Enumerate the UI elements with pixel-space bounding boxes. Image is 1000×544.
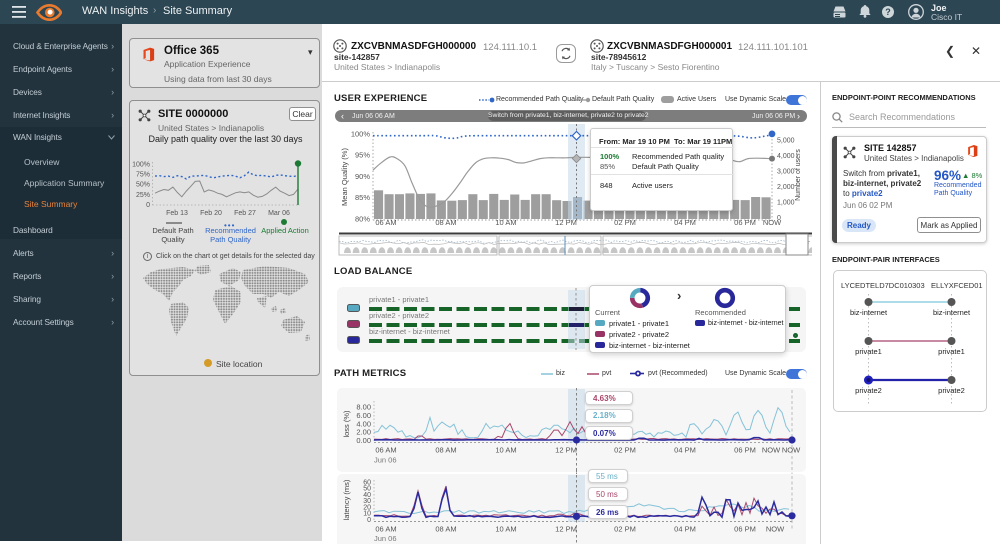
svg-text:12 PM: 12 PM	[555, 446, 577, 455]
svg-text:85%: 85%	[355, 193, 370, 202]
svg-text:04 PM: 04 PM	[674, 525, 696, 534]
svg-text:2,000: 2,000	[777, 184, 795, 191]
svg-text:Feb 27: Feb 27	[234, 210, 256, 217]
svg-text:40: 40	[363, 492, 371, 499]
svg-text:50%: 50%	[136, 182, 150, 189]
svg-text:100%: 100%	[132, 162, 150, 169]
svg-text:10 AM: 10 AM	[495, 446, 516, 455]
svg-text:ELLYXFCED01: ELLYXFCED01	[931, 281, 983, 290]
svg-text:NOW: NOW	[782, 446, 801, 455]
svg-text:5,000: 5,000	[777, 138, 795, 145]
svg-text:25%: 25%	[136, 192, 150, 199]
svg-text:60: 60	[363, 479, 371, 486]
svg-text:02 PM: 02 PM	[614, 446, 636, 455]
svg-text:0.00: 0.00	[356, 436, 371, 445]
svg-text:100%: 100%	[351, 130, 371, 139]
svg-text:private1: private1	[855, 347, 882, 356]
svg-text:private2: private2	[855, 386, 882, 395]
svg-text:biz-internet: biz-internet	[933, 308, 971, 317]
svg-text:Mar 06: Mar 06	[268, 210, 290, 217]
svg-text:06 PM: 06 PM	[734, 218, 756, 227]
svg-text:2.00: 2.00	[356, 428, 371, 437]
svg-text:20: 20	[363, 504, 371, 511]
svg-text:?: ?	[885, 7, 891, 17]
svg-text:loss (%): loss (%)	[342, 410, 351, 438]
svg-text:04 PM: 04 PM	[674, 446, 696, 455]
svg-text:NOW: NOW	[762, 446, 781, 455]
svg-text:0: 0	[777, 215, 781, 222]
svg-text:4.00: 4.00	[356, 419, 371, 428]
svg-text:6.00: 6.00	[356, 411, 371, 420]
svg-text:0: 0	[146, 202, 150, 209]
svg-text:NOW: NOW	[766, 525, 785, 534]
svg-text:LYCEDTELD7DC010303: LYCEDTELD7DC010303	[841, 281, 925, 290]
svg-text:1,000: 1,000	[777, 200, 795, 207]
svg-text:06 PM: 06 PM	[734, 525, 756, 534]
svg-text:Number of users: Number of users	[795, 149, 802, 201]
svg-text:06 AM: 06 AM	[375, 218, 396, 227]
svg-text:30: 30	[363, 498, 371, 505]
svg-text:12 PM: 12 PM	[555, 218, 577, 227]
svg-text:0: 0	[367, 517, 371, 524]
svg-text:06 AM: 06 AM	[375, 525, 396, 534]
svg-text:04 PM: 04 PM	[674, 218, 696, 227]
svg-text:75%: 75%	[136, 172, 150, 179]
svg-text:10: 10	[363, 511, 371, 518]
svg-text:Jun 06: Jun 06	[374, 456, 397, 465]
svg-text:08 AM: 08 AM	[435, 218, 456, 227]
svg-text:80%: 80%	[355, 215, 370, 224]
svg-text:06 AM: 06 AM	[375, 446, 396, 455]
svg-text:biz-internet: biz-internet	[850, 308, 888, 317]
svg-text:08 AM: 08 AM	[435, 446, 456, 455]
svg-text:90%: 90%	[355, 172, 370, 181]
svg-text:95%: 95%	[355, 151, 370, 160]
svg-text:private1: private1	[938, 347, 965, 356]
svg-text:Feb 20: Feb 20	[200, 210, 222, 217]
svg-text:02 PM: 02 PM	[614, 218, 636, 227]
svg-text:12 PM: 12 PM	[555, 525, 577, 534]
svg-text:NOW: NOW	[763, 218, 782, 227]
svg-text:10 AM: 10 AM	[495, 218, 516, 227]
svg-text:10 AM: 10 AM	[495, 525, 516, 534]
svg-text:3,000: 3,000	[777, 169, 795, 176]
svg-text:Feb 13: Feb 13	[166, 210, 188, 217]
svg-text:08 AM: 08 AM	[435, 525, 456, 534]
svg-text:private2: private2	[938, 386, 965, 395]
svg-text:06 PM: 06 PM	[734, 446, 756, 455]
svg-text:Mean Quality (%): Mean Quality (%)	[340, 148, 349, 206]
svg-text:latency (ms): latency (ms)	[342, 479, 351, 520]
svg-text:50: 50	[363, 486, 371, 493]
svg-text:4,000: 4,000	[777, 153, 795, 160]
svg-text:02 PM: 02 PM	[614, 525, 636, 534]
svg-text:8.00: 8.00	[356, 403, 371, 412]
svg-text:Jun 06: Jun 06	[374, 534, 397, 543]
